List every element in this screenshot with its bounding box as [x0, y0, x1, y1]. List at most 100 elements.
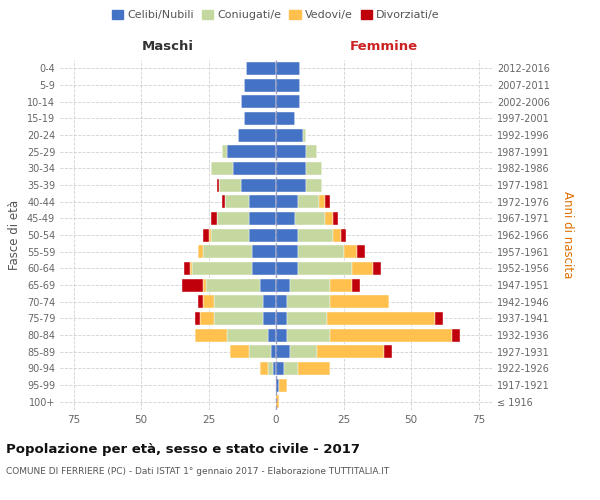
Bar: [230, 345, 249, 358]
Bar: [319, 195, 325, 208]
Bar: [276, 345, 290, 358]
Bar: [260, 278, 276, 291]
Bar: [332, 212, 338, 225]
Bar: [249, 212, 276, 225]
Bar: [276, 278, 290, 291]
Text: Femmine: Femmine: [350, 40, 418, 52]
Bar: [435, 312, 443, 325]
Bar: [276, 112, 295, 125]
Bar: [276, 62, 301, 75]
Bar: [203, 295, 214, 308]
Bar: [298, 228, 333, 241]
Bar: [209, 228, 211, 241]
Bar: [214, 295, 263, 308]
Bar: [284, 362, 298, 375]
Bar: [214, 312, 263, 325]
Bar: [306, 178, 322, 192]
Bar: [241, 178, 276, 192]
Bar: [252, 245, 276, 258]
Bar: [224, 195, 249, 208]
Bar: [276, 162, 306, 175]
Bar: [244, 112, 276, 125]
Bar: [193, 262, 252, 275]
Text: COMUNE DI FERRIERE (PC) - Dati ISTAT 1° gennaio 2017 - Elaborazione TUTTITALIA.I: COMUNE DI FERRIERE (PC) - Dati ISTAT 1° …: [6, 468, 389, 476]
Bar: [276, 145, 306, 158]
Bar: [332, 228, 341, 241]
Bar: [217, 178, 220, 192]
Y-axis label: Anni di nascita: Anni di nascita: [561, 192, 574, 278]
Bar: [298, 195, 319, 208]
Bar: [268, 328, 276, 342]
Bar: [190, 262, 193, 275]
Bar: [276, 295, 287, 308]
Bar: [298, 362, 330, 375]
Bar: [330, 328, 452, 342]
Bar: [263, 312, 276, 325]
Bar: [325, 195, 330, 208]
Bar: [198, 295, 203, 308]
Bar: [268, 362, 274, 375]
Bar: [222, 195, 224, 208]
Bar: [290, 345, 317, 358]
Bar: [217, 212, 249, 225]
Bar: [206, 278, 260, 291]
Bar: [276, 128, 303, 141]
Bar: [238, 128, 276, 141]
Bar: [317, 345, 384, 358]
Bar: [203, 245, 252, 258]
Bar: [373, 262, 382, 275]
Bar: [276, 262, 298, 275]
Bar: [276, 328, 287, 342]
Bar: [203, 278, 206, 291]
Bar: [203, 228, 209, 241]
Bar: [298, 245, 343, 258]
Bar: [182, 278, 203, 291]
Bar: [357, 245, 365, 258]
Bar: [276, 228, 298, 241]
Bar: [341, 228, 346, 241]
Bar: [222, 145, 227, 158]
Bar: [298, 262, 352, 275]
Bar: [384, 345, 392, 358]
Bar: [184, 262, 190, 275]
Bar: [276, 178, 306, 192]
Bar: [276, 78, 301, 92]
Bar: [276, 245, 298, 258]
Text: Popolazione per età, sesso e stato civile - 2017: Popolazione per età, sesso e stato civil…: [6, 442, 360, 456]
Bar: [328, 312, 436, 325]
Bar: [220, 178, 241, 192]
Bar: [233, 162, 276, 175]
Bar: [290, 278, 330, 291]
Bar: [325, 212, 333, 225]
Bar: [200, 312, 214, 325]
Bar: [211, 212, 217, 225]
Bar: [249, 195, 276, 208]
Bar: [274, 362, 276, 375]
Bar: [278, 378, 287, 392]
Bar: [252, 262, 276, 275]
Bar: [211, 228, 249, 241]
Bar: [303, 128, 306, 141]
Bar: [276, 95, 301, 108]
Bar: [306, 162, 322, 175]
Bar: [452, 328, 460, 342]
Bar: [211, 162, 233, 175]
Text: Maschi: Maschi: [142, 40, 194, 52]
Bar: [195, 312, 200, 325]
Bar: [276, 395, 278, 408]
Bar: [249, 228, 276, 241]
Bar: [306, 145, 317, 158]
Bar: [287, 295, 330, 308]
Y-axis label: Fasce di età: Fasce di età: [8, 200, 21, 270]
Bar: [276, 378, 278, 392]
Bar: [263, 295, 276, 308]
Bar: [195, 328, 227, 342]
Bar: [276, 362, 284, 375]
Bar: [352, 278, 360, 291]
Bar: [287, 328, 330, 342]
Bar: [198, 245, 203, 258]
Legend: Celibi/Nubili, Coniugati/e, Vedovi/e, Divorziati/e: Celibi/Nubili, Coniugati/e, Vedovi/e, Di…: [108, 6, 444, 25]
Bar: [244, 78, 276, 92]
Bar: [276, 212, 295, 225]
Bar: [330, 295, 389, 308]
